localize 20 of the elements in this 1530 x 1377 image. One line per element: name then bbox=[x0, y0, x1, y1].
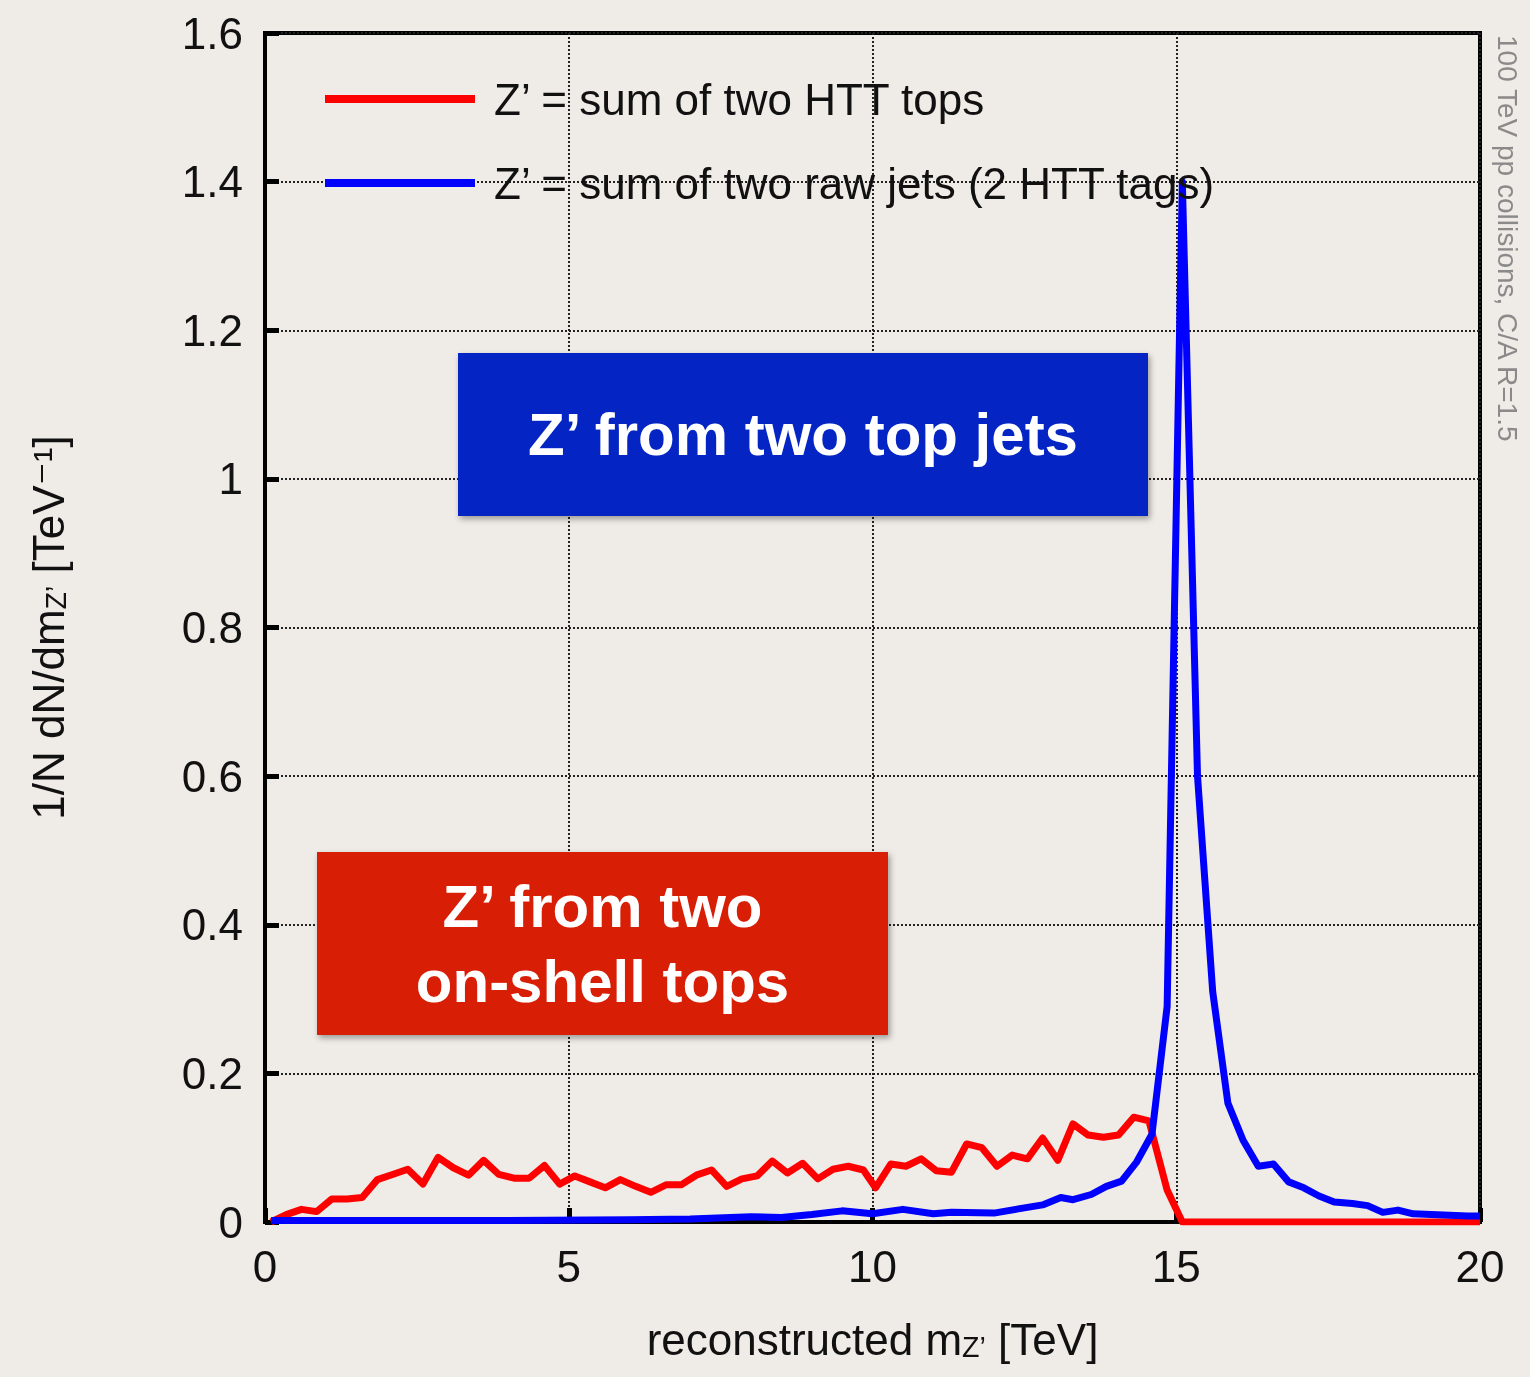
x-tick-label: 10 bbox=[848, 1241, 897, 1291]
text: 100 TeV pp collisions, C/A R=1.5 bbox=[1491, 35, 1523, 442]
x-tick-label: 0 bbox=[252, 1241, 278, 1291]
x-tick-label: 15 bbox=[1151, 1241, 1201, 1291]
text-box: Z’ from two on-shell tops bbox=[317, 852, 888, 1035]
y-tick-label: 1.2 bbox=[181, 305, 243, 355]
x-tick-label: 5 bbox=[556, 1241, 581, 1291]
y-tick-label: 0.2 bbox=[181, 1048, 243, 1098]
y-tick-label: 0.4 bbox=[181, 900, 243, 950]
y-tick-label: 1.4 bbox=[181, 157, 243, 207]
y-axis-title: 1/N dN/dmZ’ [TeV⁻¹] bbox=[23, 435, 73, 820]
y-tick-label: 0.8 bbox=[181, 603, 243, 652]
y-tick-label: 1 bbox=[218, 454, 243, 504]
x-tick-label: 20 bbox=[1455, 1241, 1505, 1291]
y-tick-label: 0.6 bbox=[181, 751, 243, 801]
x-axis-title: reconstructed mZ’ [TeV] bbox=[646, 1314, 1099, 1364]
legend-label: Z’ = sum of two HTT tops bbox=[494, 74, 985, 124]
y-tick-label: 0 bbox=[218, 1197, 243, 1247]
y-tick-label: 1.6 bbox=[181, 8, 243, 58]
text-box: Z’ from two top jets bbox=[458, 353, 1148, 516]
